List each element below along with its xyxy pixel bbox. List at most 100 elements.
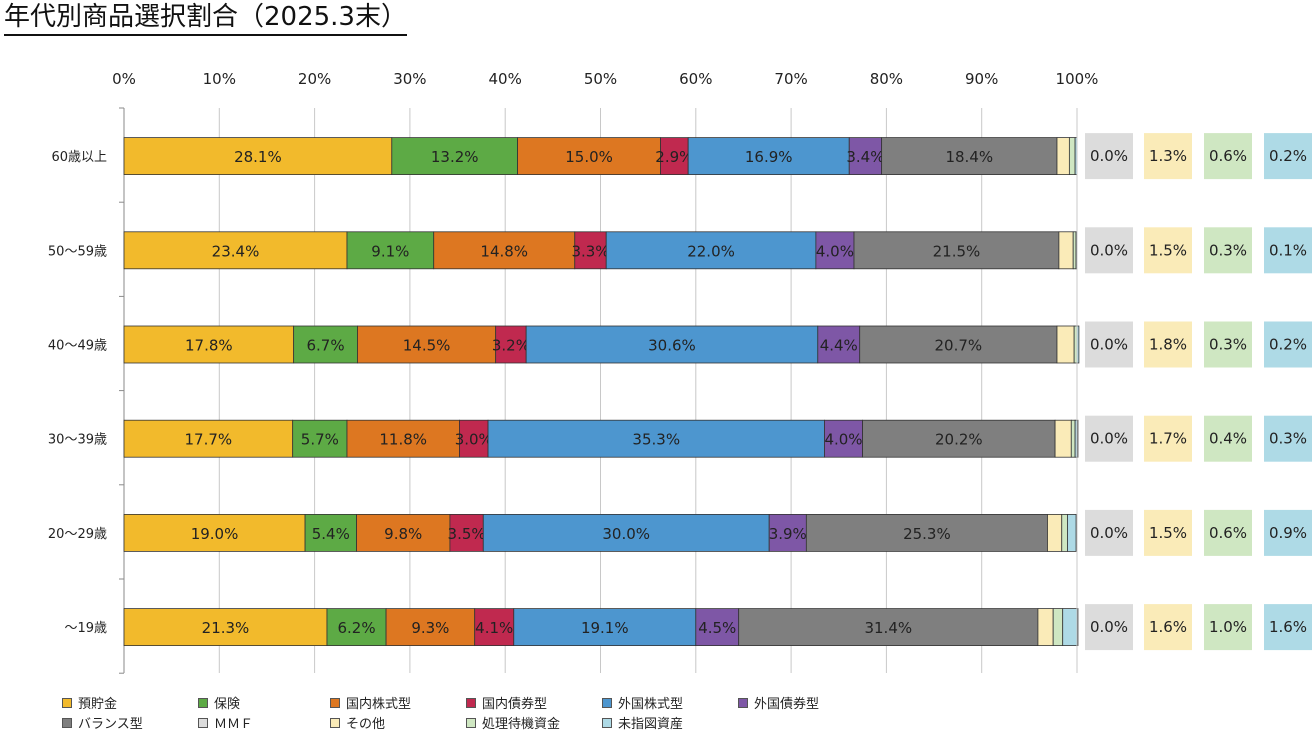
side-value-label: 1.5% (1149, 241, 1187, 259)
bar-segment (1070, 419, 1076, 458)
data-label: 9.8% (384, 525, 422, 543)
data-label: 18.4% (945, 148, 993, 166)
data-label: 3.3% (571, 242, 609, 260)
side-value-label: 1.6% (1269, 618, 1307, 636)
data-label: 25.3% (903, 525, 951, 543)
legend-swatch (466, 697, 476, 708)
data-label: 13.2% (431, 148, 479, 166)
data-label: 14.8% (480, 242, 528, 260)
bar-segment (123, 325, 295, 364)
legend-swatch (330, 717, 340, 728)
bar-segment (123, 514, 306, 552)
data-label: 3.2% (492, 337, 530, 355)
data-label: 6.7% (307, 337, 345, 355)
data-label: 4.0% (824, 431, 862, 449)
side-value-label: 0.0% (1090, 430, 1128, 448)
side-value-label: 1.3% (1149, 147, 1187, 165)
bar-segment (513, 608, 697, 646)
bar-segment (862, 419, 1056, 458)
side-value-box (1264, 321, 1312, 368)
legend-swatch (330, 697, 340, 708)
data-label: 17.8% (185, 337, 233, 355)
bar-segment (356, 514, 451, 552)
data-label: 19.1% (581, 619, 629, 637)
side-value-box (1085, 321, 1133, 368)
data-label: 5.7% (301, 431, 339, 449)
x-tick-label: 80% (870, 70, 903, 88)
data-label: 3.9% (769, 525, 807, 543)
bar-segment (738, 608, 1039, 646)
data-label: 35.3% (632, 431, 680, 449)
bar-segment (304, 514, 357, 552)
legend-item: 国内株式型 (330, 693, 411, 712)
side-value-label: 0.0% (1090, 241, 1128, 259)
bar-segment (1047, 514, 1063, 552)
bar-segment (482, 514, 770, 552)
bar-segment (433, 231, 576, 270)
legend-label: 国内株式型 (346, 697, 412, 712)
category-label: 40～49歳 (48, 339, 107, 354)
bar-segment (326, 608, 387, 646)
legend-swatch (198, 717, 208, 728)
data-label: 4.4% (820, 337, 858, 355)
data-label: 21.3% (202, 619, 250, 637)
bar-segment (525, 325, 819, 364)
side-value-label: 0.3% (1209, 336, 1247, 354)
bar-segment (292, 419, 348, 458)
legend-item: 保険 (198, 693, 240, 712)
x-tick-label: 40% (489, 70, 522, 88)
bar-segment (687, 137, 850, 176)
data-label: 4.0% (816, 242, 854, 260)
data-label: 20.7% (935, 337, 983, 355)
bar-segment (1037, 608, 1054, 646)
bar-segment (859, 325, 1058, 364)
side-value-box (1144, 415, 1192, 462)
bar-segment (1056, 325, 1075, 364)
legend-swatch (602, 697, 612, 708)
side-value-box (1144, 133, 1192, 180)
bar-segment (474, 608, 515, 646)
bar-segment (881, 137, 1058, 176)
bar-segment (817, 325, 861, 364)
bar-segment (123, 231, 348, 270)
side-value-box (1204, 227, 1252, 274)
side-value-box (1264, 604, 1312, 651)
data-label: 2.9% (655, 148, 693, 166)
bar-segment (495, 325, 527, 364)
bar-segment (123, 608, 328, 646)
side-value-box (1204, 604, 1252, 651)
side-value-box (1264, 227, 1312, 274)
bar-segment (487, 419, 825, 458)
bar-segment (346, 419, 460, 458)
side-value-box (1085, 415, 1133, 462)
data-label: 6.2% (337, 619, 375, 637)
x-tick-label: 50% (584, 70, 617, 88)
legend-label: 外国債券型 (754, 697, 820, 712)
side-value-label: 0.4% (1209, 430, 1247, 448)
data-label: 14.5% (403, 337, 451, 355)
side-value-label: 0.6% (1209, 524, 1247, 542)
bar-segment (1062, 608, 1079, 646)
category-label: ～19歳 (64, 621, 107, 636)
category-label: 50～59歳 (48, 244, 107, 259)
bar-segment (1052, 608, 1064, 646)
legend-swatch (738, 697, 748, 708)
data-label: 3.5% (448, 525, 486, 543)
bar-segment (848, 137, 883, 176)
bar-segment (123, 137, 393, 176)
data-label: 3.4% (846, 148, 884, 166)
x-tick-label: 0% (112, 70, 136, 88)
legend-item: バランス型 (62, 713, 143, 732)
chart-title: 年代別商品選択割合（2025.3末） (4, 2, 407, 36)
bar-segment (815, 231, 855, 270)
side-value-label: 0.3% (1209, 241, 1247, 259)
category-label: 20～29歳 (48, 527, 107, 542)
side-value-label: 0.1% (1269, 241, 1307, 259)
x-tick-label: 90% (965, 70, 998, 88)
data-label: 11.8% (379, 431, 427, 449)
bar-segment (574, 231, 607, 270)
data-label: 4.1% (475, 619, 513, 637)
bar-segment (1056, 137, 1070, 176)
legend-item: 外国株式型 (602, 693, 683, 712)
side-value-box (1144, 227, 1192, 274)
